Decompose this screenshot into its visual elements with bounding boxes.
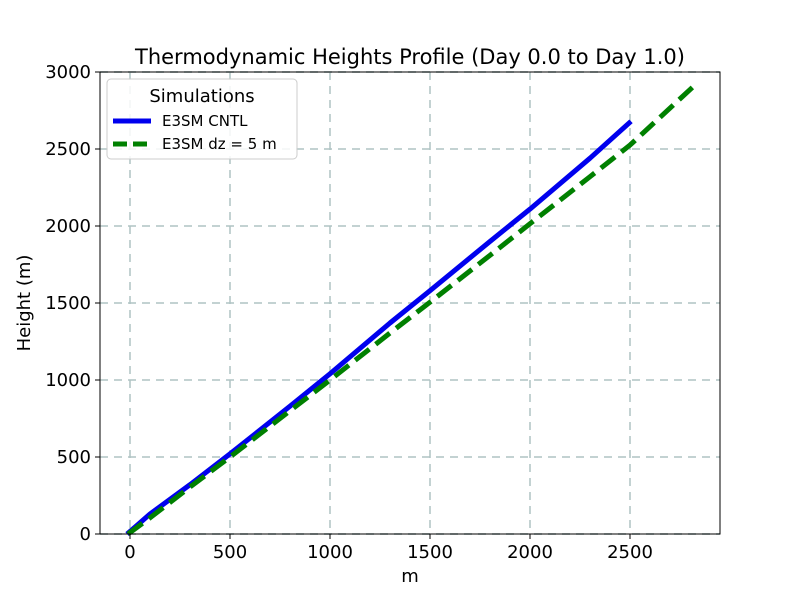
series-lines — [125, 84, 696, 536]
x-tick-label: 2500 — [607, 542, 653, 563]
x-tick-label: 2000 — [507, 542, 553, 563]
x-tick-label: 500 — [213, 542, 247, 563]
y-tick-label: 1000 — [45, 370, 91, 391]
legend-frame — [106, 78, 298, 160]
y-tick-label: 2000 — [45, 216, 91, 237]
y-tick-label: 3000 — [45, 62, 91, 83]
y-tick-label: 1500 — [45, 293, 91, 314]
x-tick-label: 1500 — [407, 542, 453, 563]
axis-ticks: 0 500 1000 1500 2000 2500 0 500 1000 1500 2000 2500… — [45, 62, 653, 563]
legend-label-e3sm-dz-5m: E3SM dz = 5 m — [162, 135, 277, 153]
chart-title: Thermodynamic Heights Profile (Day 0.0 t… — [134, 45, 685, 69]
x-tick-label: 0 — [124, 542, 135, 563]
y-tick-label: 2500 — [45, 139, 91, 160]
x-tick-label: 1000 — [307, 542, 353, 563]
x-axis-label: m — [401, 566, 419, 587]
series-line-e3sm-cntl — [125, 119, 633, 536]
y-tick-label: 0 — [80, 524, 91, 545]
series-line-e3sm-dz-5-m — [126, 84, 696, 536]
y-tick-label: 500 — [57, 447, 91, 468]
legend-label-e3sm-cntl: E3SM CNTL — [162, 112, 248, 130]
y-axis-label: Height (m) — [14, 255, 35, 352]
legend-title: Simulations — [149, 86, 254, 107]
legend: Simulations E3SM CNTL E3SM dz = 5 m — [106, 78, 298, 160]
